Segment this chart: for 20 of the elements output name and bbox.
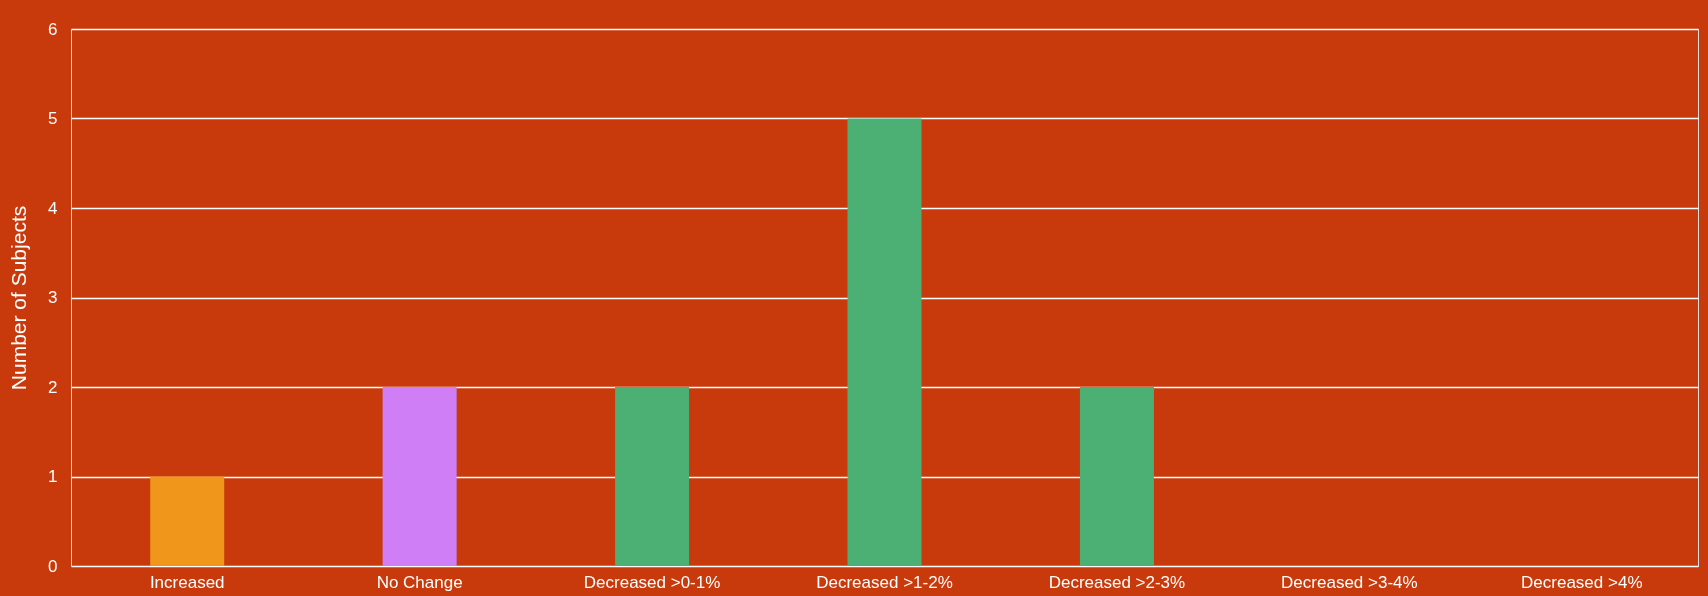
bar <box>615 387 690 566</box>
bar <box>1079 387 1154 566</box>
x-tick-label: No Change <box>376 572 463 592</box>
x-tick-label: Decreased >3-4% <box>1281 572 1418 592</box>
bar <box>150 476 225 566</box>
bar <box>382 387 457 566</box>
y-tick-label: 5 <box>48 109 58 128</box>
bar <box>847 118 922 566</box>
y-tick-label: 0 <box>48 556 58 576</box>
y-tick-label: 1 <box>48 467 58 486</box>
y-tick-label: 3 <box>48 288 58 307</box>
y-tick-label: 4 <box>48 198 58 218</box>
x-tick-label: Decreased >0-1% <box>583 572 721 592</box>
x-tick-label: Decreased >4% <box>1521 572 1643 592</box>
x-tick-label: Decreased >1-2% <box>816 572 953 592</box>
y-axis-title: Number of Subjects <box>7 205 31 391</box>
y-tick-label: 2 <box>48 377 58 397</box>
x-tick-label: Increased <box>149 572 225 592</box>
x-tick-label: Decreased >2-3% <box>1048 572 1186 592</box>
y-tick-label: 6 <box>48 19 58 39</box>
